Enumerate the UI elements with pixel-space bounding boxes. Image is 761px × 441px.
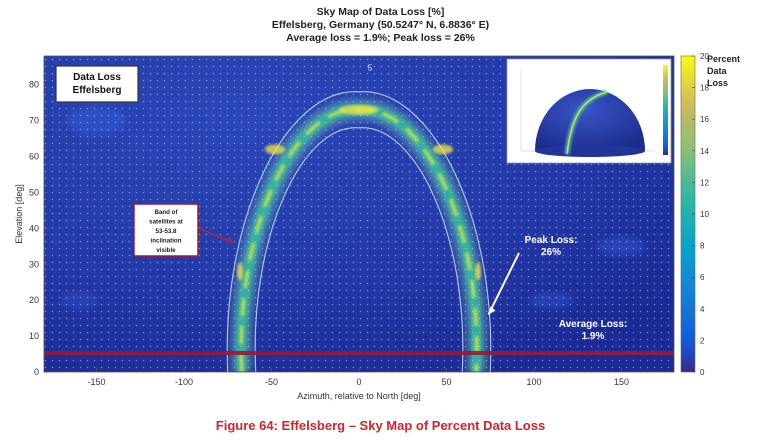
chart-title: Sky Map of Data Loss [%] (316, 6, 445, 18)
y-tick-label: 30 (29, 259, 39, 269)
x-tick-label: 150 (614, 377, 629, 387)
data-loss-label-line: Effelsberg (73, 85, 122, 96)
band-callout-line: inclination (151, 238, 182, 245)
band-callout-line: 53-53.8 (156, 228, 178, 235)
inset-dome-base (535, 145, 645, 157)
data-loss-label-line: Data Loss (73, 72, 121, 83)
colorbar-tick-label: 14 (700, 147, 709, 156)
peak-loss-text: 26% (541, 247, 561, 258)
colorbar-title-line: Loss (707, 78, 728, 88)
peak-loss-text: Peak Loss: (525, 235, 578, 246)
band-callout-line: satellites at (149, 219, 183, 226)
colorbar-tick-label: 18 (700, 84, 709, 93)
colorbar-tick-label: 12 (700, 178, 709, 187)
chart-subtitle: Effelsberg, Germany (50.5247° N, 6.8836°… (271, 19, 490, 31)
y-tick-label: 70 (29, 116, 39, 126)
inset-dome (535, 89, 645, 151)
x-tick-label: -50 (265, 377, 278, 387)
y-tick-label: 60 (29, 152, 39, 162)
y-tick-label: 10 (29, 331, 39, 341)
y-tick-label: 40 (29, 223, 39, 233)
peak-loss-arrow (487, 252, 520, 315)
y-tick-label: 0 (34, 367, 39, 377)
colorbar-tick-label: 16 (700, 115, 709, 124)
colorbar-tick-label: 20 (700, 52, 709, 61)
average-loss-text: 1.9% (582, 331, 605, 342)
y-tick-label: 50 (29, 187, 39, 197)
annotations: Data Loss Effelsberg Band of satellites at 5… (55, 58, 672, 342)
average-loss-text: Average Loss: (559, 319, 628, 330)
y-tick-label: 20 (29, 295, 39, 305)
band-callout-box (133, 203, 199, 257)
colorbar-tick-label: 8 (700, 242, 705, 251)
colorbar-tick-label: 10 (700, 210, 709, 219)
sky-map-chart: 5 -150-100-5005010015001020304050607080A… (14, 52, 740, 401)
chart-summary: Average loss = 1.9%; Peak loss = 26% (286, 32, 475, 44)
x-axis-label: Azimuth, relative to North [deg] (297, 391, 421, 401)
band-callout-line: Band of (154, 209, 178, 216)
y-tick-label: 80 (29, 80, 39, 90)
x-tick-label: 50 (441, 377, 451, 387)
peak-loss-arrowhead (488, 306, 496, 315)
inset-colorbar (663, 65, 668, 155)
axes: -150 -100 -50 0 50 100 150 0 10 20 30 40 50 60 70 80 Azi… (14, 55, 675, 401)
band-callout-line: visible (156, 247, 176, 254)
colorbar-title-line: Percent (707, 54, 740, 64)
colorbar-tick-label: 4 (700, 305, 705, 314)
inset-band-peak (566, 91, 608, 155)
figure-caption: Figure 64: Effelsberg – Sky Map of Perce… (215, 418, 546, 433)
data-loss-label-box (55, 65, 139, 103)
colorbar-tick-label: 0 (700, 368, 705, 377)
x-tick-label: 0 (356, 377, 361, 387)
band-callout-arrowhead (226, 236, 233, 243)
x-tick-label: 100 (526, 377, 541, 387)
x-tick-label: -100 (175, 377, 193, 387)
colorbar-title-line: Data (707, 66, 728, 76)
x-tick-label: -150 (87, 377, 105, 387)
colorbar-tick-label: 2 (700, 336, 705, 345)
y-axis-label: Elevation [deg] (14, 184, 24, 244)
colorbar-tick-label: 6 (700, 273, 705, 282)
